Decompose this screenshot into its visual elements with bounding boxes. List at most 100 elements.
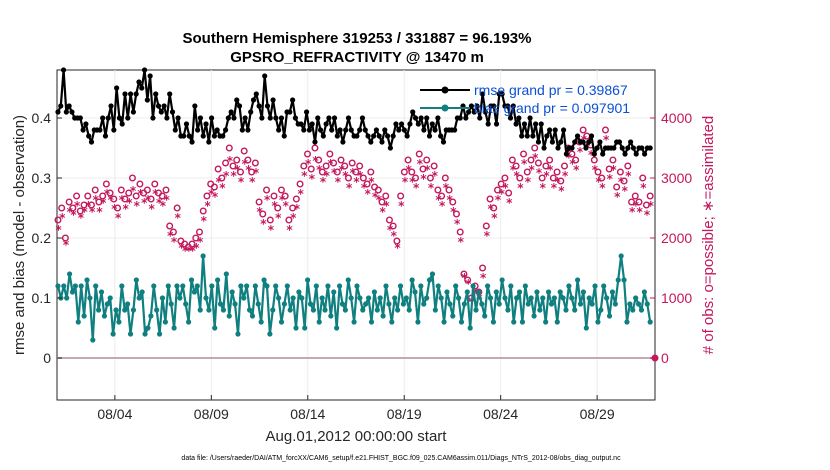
obs-assimilated-point: * <box>506 196 513 210</box>
obs-possible-point <box>102 180 110 188</box>
obs-possible-point <box>173 204 181 212</box>
bias-point <box>389 319 395 325</box>
rmse-point <box>100 115 106 121</box>
obs-assimilated-point: * <box>540 181 547 195</box>
rmse-point <box>203 121 209 127</box>
obs-possible-point <box>106 189 114 197</box>
bias-point <box>479 301 485 307</box>
rmse-point <box>214 127 220 133</box>
bias-point <box>392 295 398 301</box>
rmse-point <box>276 127 282 133</box>
rmse-point <box>594 145 600 151</box>
bias-point <box>194 283 200 289</box>
rmse-point <box>287 109 293 115</box>
bias-point <box>429 271 436 277</box>
obs-assimilated-point: * <box>245 163 252 177</box>
obs-assimilated-point: * <box>126 196 133 210</box>
obs-assimilated-point: * <box>379 205 386 219</box>
rmse-point <box>560 127 567 133</box>
obs-possible-point <box>449 198 457 206</box>
obs-assimilated-point: * <box>595 175 602 189</box>
obs-possible-point <box>248 168 256 176</box>
obs-assimilated-point: * <box>607 172 614 186</box>
obs-possible-point <box>501 174 509 182</box>
obs-possible-point <box>199 207 207 215</box>
obs-assimilated-point: * <box>420 172 427 186</box>
obs-assimilated-point: * <box>67 205 74 219</box>
bias-point <box>249 313 256 319</box>
bias-point <box>519 319 526 325</box>
obs-assimilated-point: * <box>569 157 576 171</box>
chart-title: Southern Hemisphere 319253 / 331887 = 96… <box>183 30 532 47</box>
obs-assimilated-point: * <box>644 208 651 222</box>
bias-point <box>255 301 261 307</box>
obs-assimilated-point: * <box>324 169 331 183</box>
obs-possible-point <box>54 216 62 224</box>
obs-possible-point <box>486 195 494 203</box>
rmse-point <box>552 127 558 133</box>
bias-point <box>441 319 447 325</box>
obs-possible-point <box>99 192 107 200</box>
obs-possible-point <box>482 222 490 230</box>
rmse-point <box>169 109 176 115</box>
obs-possible-point <box>274 204 282 212</box>
bias-point <box>130 307 137 313</box>
rmse-point <box>239 127 245 133</box>
bias-point <box>598 307 604 313</box>
obs-assimilated-point: * <box>551 181 558 195</box>
bias-point <box>270 307 276 313</box>
obs-assimilated-point: * <box>230 169 237 183</box>
bias-point <box>438 295 444 301</box>
rmse-point <box>298 121 304 127</box>
obs-assimilated-point: * <box>201 214 208 228</box>
rmse-point <box>136 79 142 85</box>
bias-point <box>246 307 253 313</box>
obs-possible-point <box>400 168 408 176</box>
obs-assimilated-point: * <box>335 175 342 189</box>
bias-point <box>81 313 87 319</box>
obs-assimilated-point: * <box>309 172 316 186</box>
rmse-point <box>516 115 522 121</box>
bias-point <box>136 295 142 301</box>
bias-point <box>612 301 618 307</box>
rmse-point <box>248 109 254 115</box>
bias-point <box>464 289 470 295</box>
bias-point <box>116 319 122 325</box>
obs-possible-point <box>76 207 84 215</box>
obs-possible-point <box>508 156 516 164</box>
obs-assimilated-point: * <box>372 190 379 204</box>
obs-possible-point <box>423 156 431 164</box>
rmse-point <box>373 127 380 133</box>
x-tick-label: 08/29 <box>580 406 615 422</box>
rmse-point <box>482 109 488 115</box>
rmse-point <box>379 139 385 145</box>
obs-assimilated-point: * <box>413 181 420 195</box>
rmse-point <box>426 133 433 139</box>
obs-possible-point <box>605 165 613 173</box>
obs-assimilated-point: * <box>167 229 174 243</box>
bias-point <box>400 301 407 307</box>
legend-bias-marker <box>441 104 449 112</box>
obs-assimilated-point: * <box>331 166 338 180</box>
bias-point <box>450 313 456 319</box>
obs-possible-point <box>222 159 230 167</box>
rmse-point <box>312 139 318 145</box>
obs-possible-point <box>58 204 66 212</box>
bias-point <box>543 319 549 325</box>
rmse-point <box>186 133 192 139</box>
obs-assimilated-point: * <box>387 223 394 237</box>
obs-possible-point <box>158 192 166 200</box>
obs-assimilated-point: * <box>365 187 372 201</box>
bias-point <box>458 319 465 325</box>
bias-point <box>203 295 209 301</box>
rmse-point <box>158 109 164 115</box>
bias-point <box>522 283 528 289</box>
obs-possible-point <box>203 192 211 200</box>
bias-point <box>638 307 645 313</box>
obs-possible-point <box>397 192 405 200</box>
rmse-point <box>586 139 592 145</box>
bias-point <box>331 289 337 295</box>
bias-point <box>633 295 639 301</box>
obs-assimilated-point: * <box>454 217 461 231</box>
bias-point <box>61 283 67 289</box>
